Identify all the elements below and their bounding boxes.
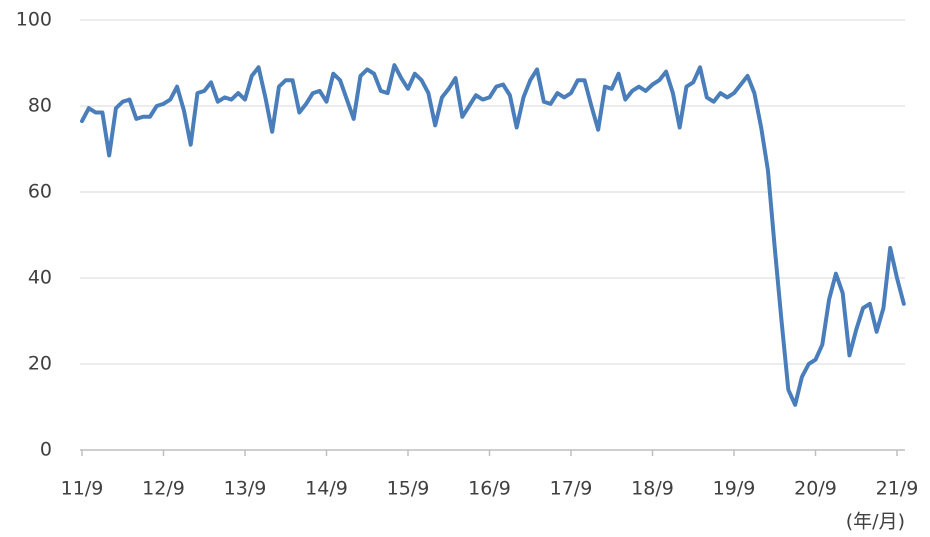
x-tick-label: 15/9 bbox=[387, 478, 430, 500]
x-tick-label: 18/9 bbox=[631, 478, 674, 500]
x-tick-label: 12/9 bbox=[142, 478, 185, 500]
y-tick-label: 20 bbox=[28, 353, 52, 375]
x-axis-label: (年/月) bbox=[846, 511, 905, 533]
y-tick-label: 80 bbox=[28, 95, 52, 117]
y-tick-label: 60 bbox=[28, 181, 52, 203]
y-tick-label: 40 bbox=[28, 267, 52, 289]
x-tick-label: 16/9 bbox=[468, 478, 511, 500]
y-tick-label: 100 bbox=[16, 9, 52, 31]
x-tick-label: 17/9 bbox=[550, 478, 593, 500]
x-tick-label: 19/9 bbox=[713, 478, 756, 500]
x-tick-label: 11/9 bbox=[61, 478, 104, 500]
y-tick-label: 0 bbox=[40, 439, 52, 461]
line-series bbox=[80, 63, 906, 407]
x-tick-label: 21/9 bbox=[876, 478, 919, 500]
x-tick-label: 14/9 bbox=[305, 478, 348, 500]
x-tick-label: 13/9 bbox=[224, 478, 267, 500]
x-tick-label: 20/9 bbox=[794, 478, 837, 500]
